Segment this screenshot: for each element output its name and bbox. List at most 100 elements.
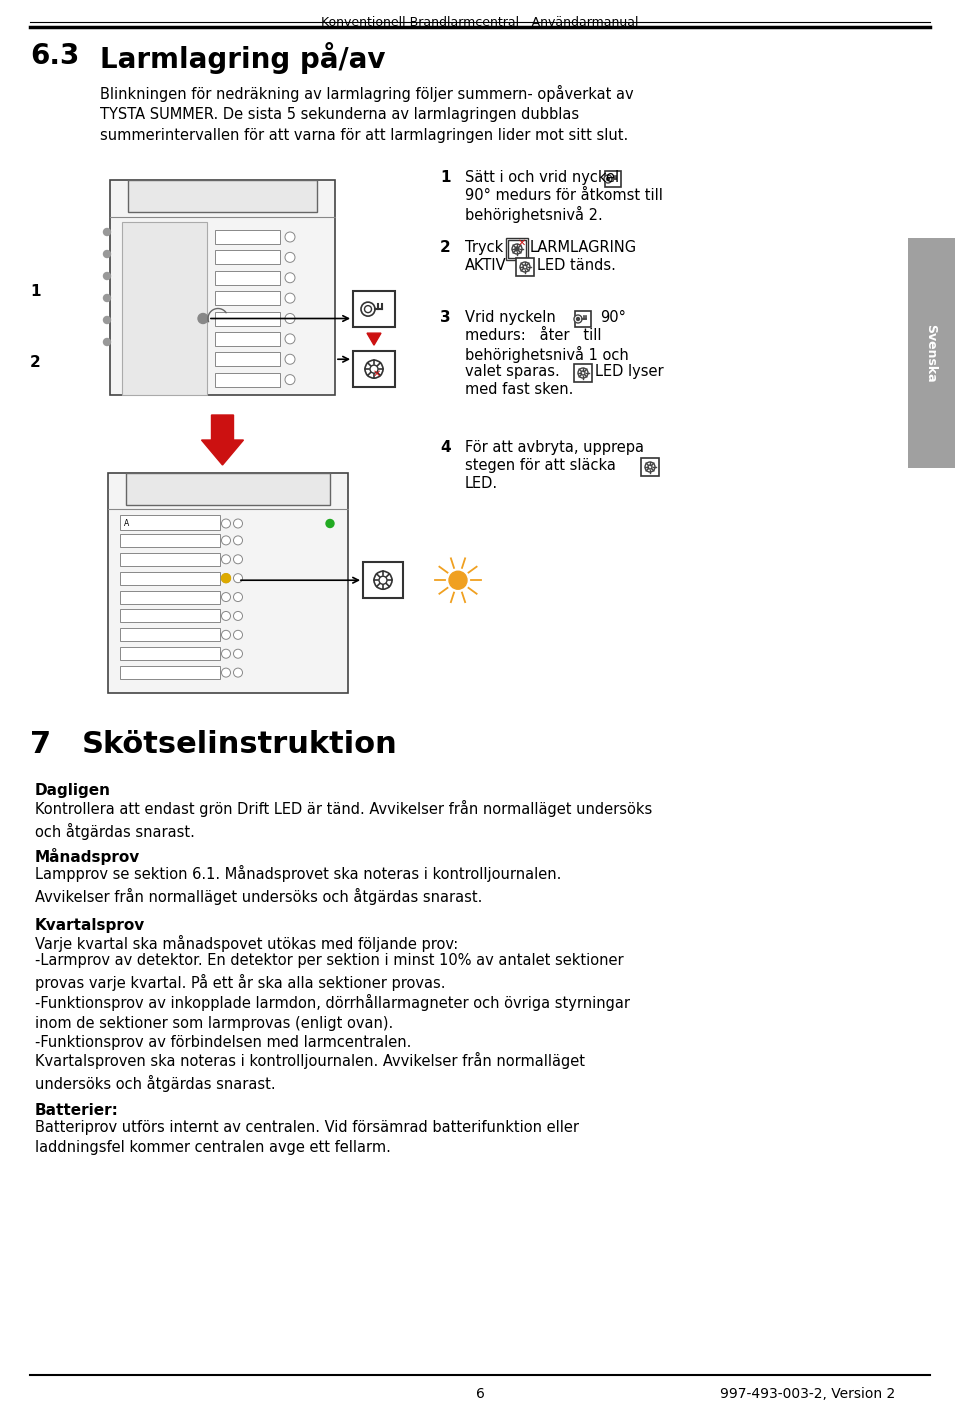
Bar <box>605 171 621 187</box>
Text: 6.3: 6.3 <box>30 42 80 70</box>
Text: För att avbryta, upprepa: För att avbryta, upprepa <box>465 441 644 455</box>
Circle shape <box>285 334 295 344</box>
Bar <box>108 473 348 693</box>
Text: Konventionell Brandlarmcentral - Användarmanual: Konventionell Brandlarmcentral - Använda… <box>322 15 638 29</box>
Text: Varje kvartal ska månadspovet utökas med följande prov:: Varje kvartal ska månadspovet utökas med… <box>35 934 458 953</box>
Circle shape <box>523 265 527 269</box>
Text: -Funktionsprov av förbindelsen med larmcentralen.: -Funktionsprov av förbindelsen med larmc… <box>35 1035 412 1049</box>
Bar <box>120 553 220 565</box>
Bar <box>120 515 220 530</box>
Circle shape <box>374 571 392 589</box>
Circle shape <box>233 536 243 544</box>
Circle shape <box>104 338 110 345</box>
Circle shape <box>233 612 243 620</box>
Circle shape <box>233 650 243 658</box>
Circle shape <box>233 630 243 640</box>
Circle shape <box>326 519 334 528</box>
Circle shape <box>645 462 655 471</box>
Bar <box>575 311 591 327</box>
Text: 1: 1 <box>30 283 40 299</box>
Circle shape <box>198 313 208 324</box>
Bar <box>126 473 330 505</box>
Circle shape <box>233 668 243 678</box>
Bar <box>215 271 280 285</box>
Bar <box>353 351 395 387</box>
Text: -Funktionsprov av inkopplade larmdon, dörrhållarmagneter och övriga styrningar
i: -Funktionsprov av inkopplade larmdon, dö… <box>35 993 630 1031</box>
Circle shape <box>581 370 585 375</box>
Text: LARMLAGRING: LARMLAGRING <box>530 240 637 255</box>
Circle shape <box>607 178 610 181</box>
Circle shape <box>233 519 243 528</box>
Text: LED lyser: LED lyser <box>595 363 663 379</box>
Text: Batterier:: Batterier: <box>35 1103 119 1118</box>
Bar <box>120 535 220 547</box>
Circle shape <box>285 354 295 365</box>
Bar <box>353 292 395 327</box>
Circle shape <box>104 229 110 236</box>
Text: Lampprov se sektion 6.1. Månadsprovet ska noteras i kontrolljournalen.
Avvikelse: Lampprov se sektion 6.1. Månadsprovet sk… <box>35 866 562 905</box>
Text: 6: 6 <box>475 1388 485 1402</box>
Circle shape <box>222 574 230 582</box>
Circle shape <box>222 574 230 582</box>
Text: behörighetsnivå 1 och: behörighetsnivå 1 och <box>465 347 629 363</box>
Circle shape <box>222 536 230 544</box>
Circle shape <box>285 253 295 262</box>
Circle shape <box>104 272 110 279</box>
Bar <box>120 629 220 641</box>
Bar <box>122 222 207 396</box>
Circle shape <box>222 612 230 620</box>
Text: Batteriprov utförs internt av centralen. Vid försämrad batterifunktion eller
lad: Batteriprov utförs internt av centralen.… <box>35 1120 579 1156</box>
Circle shape <box>365 306 372 313</box>
Circle shape <box>222 592 230 602</box>
Circle shape <box>285 272 295 283</box>
Text: med fast sken.: med fast sken. <box>465 382 573 397</box>
Circle shape <box>604 175 612 182</box>
Circle shape <box>104 317 110 324</box>
Bar <box>363 563 403 598</box>
Text: Dagligen: Dagligen <box>35 783 111 798</box>
Circle shape <box>285 375 295 384</box>
Bar <box>120 647 220 661</box>
Circle shape <box>104 251 110 258</box>
Bar <box>215 333 280 347</box>
Circle shape <box>515 247 519 251</box>
Text: behörighetsnivå 2.: behörighetsnivå 2. <box>465 206 603 223</box>
Bar <box>508 240 526 258</box>
Text: Larmlagring på/av: Larmlagring på/av <box>100 42 386 74</box>
Circle shape <box>285 231 295 241</box>
Text: Kvartalsproven ska noteras i kontrolljournalen. Avvikelser från normalläget
unde: Kvartalsproven ska noteras i kontrolljou… <box>35 1052 585 1093</box>
Circle shape <box>285 313 295 324</box>
Circle shape <box>577 317 580 320</box>
Text: A: A <box>124 519 130 528</box>
Circle shape <box>222 630 230 640</box>
Text: Kontrollera att endast grön Drift LED är tänd. Avvikelser från normalläget under: Kontrollera att endast grön Drift LED är… <box>35 800 652 840</box>
Text: 1: 1 <box>440 170 450 185</box>
Bar <box>908 239 955 469</box>
Text: medurs:   åter   till: medurs: åter till <box>465 328 602 342</box>
Circle shape <box>285 293 295 303</box>
Bar <box>128 180 317 212</box>
Text: 90° medurs för åtkomst till: 90° medurs för åtkomst till <box>465 188 662 203</box>
Bar <box>516 258 534 276</box>
Circle shape <box>648 464 652 469</box>
Circle shape <box>233 554 243 564</box>
Circle shape <box>370 365 378 373</box>
Circle shape <box>233 574 243 582</box>
Circle shape <box>512 244 522 254</box>
Text: Kvartalsprov: Kvartalsprov <box>35 918 145 933</box>
Circle shape <box>578 368 588 377</box>
Text: Tryck: Tryck <box>465 240 503 255</box>
Text: Månadsprov: Månadsprov <box>35 847 140 866</box>
Circle shape <box>222 668 230 678</box>
Text: 2: 2 <box>440 240 451 255</box>
Bar <box>110 180 335 396</box>
Bar <box>506 239 528 260</box>
Circle shape <box>361 302 375 316</box>
Bar <box>641 457 659 476</box>
Circle shape <box>520 262 530 272</box>
Text: Blinkningen för nedräkning av larmlagring följer summern- opåverkat av
TYSTA SUM: Blinkningen för nedräkning av larmlagrin… <box>100 86 634 143</box>
FancyArrow shape <box>202 415 244 464</box>
Circle shape <box>365 361 383 379</box>
Text: 90°: 90° <box>600 310 626 325</box>
Text: 997-493-003-2, Version 2: 997-493-003-2, Version 2 <box>720 1388 896 1402</box>
